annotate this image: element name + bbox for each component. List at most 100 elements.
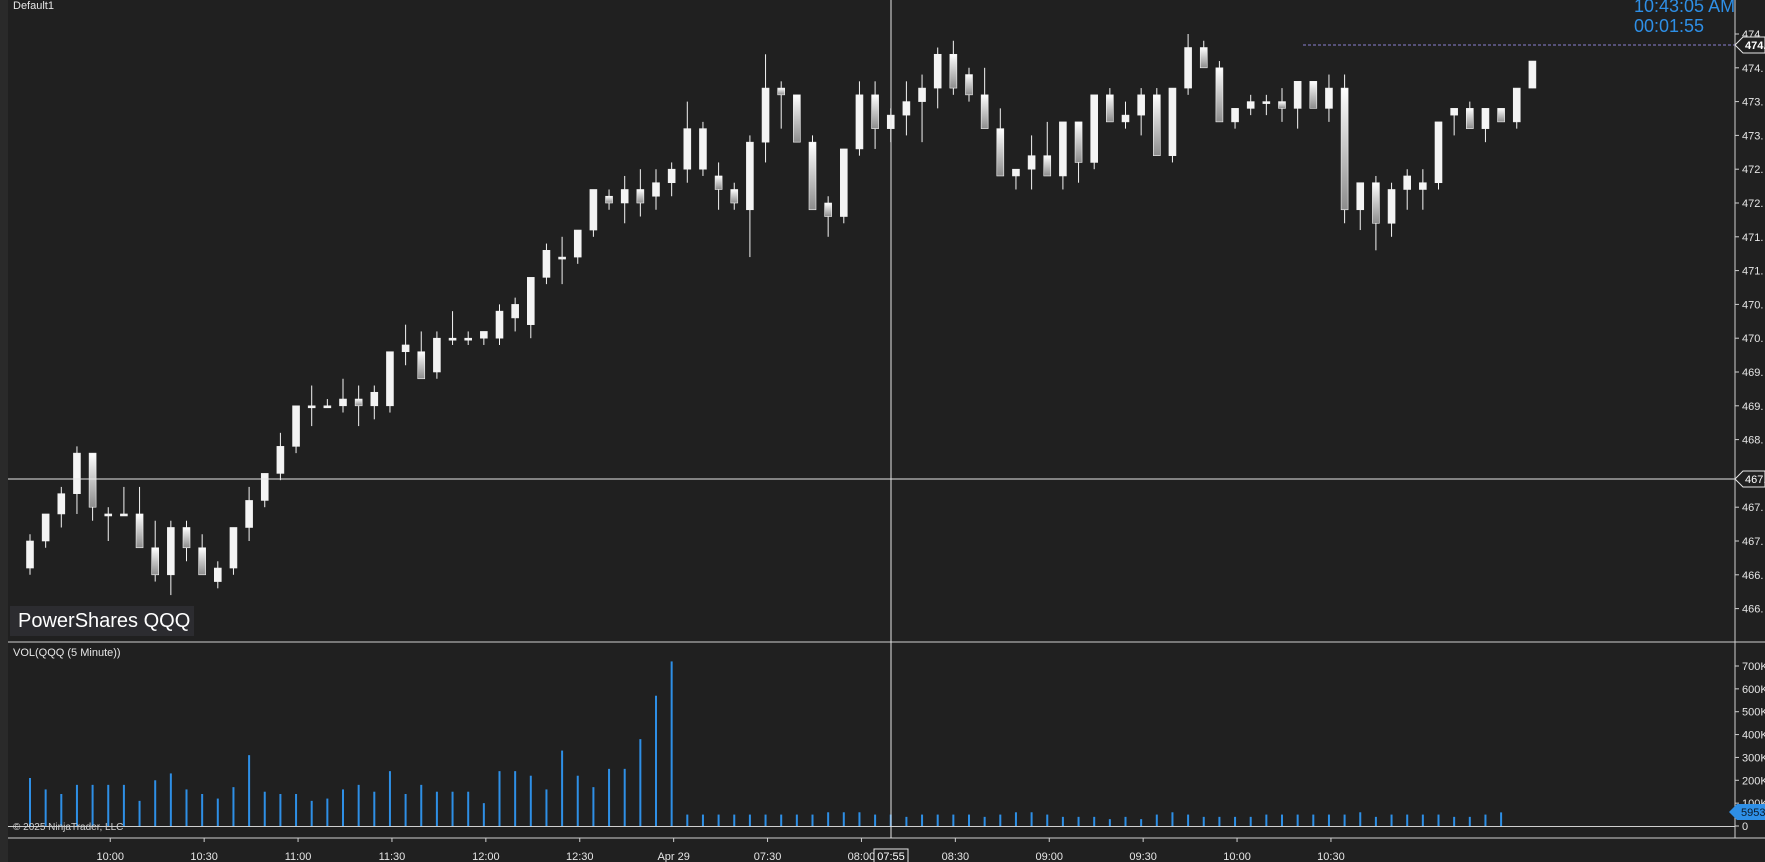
volume-bars [29, 661, 1503, 826]
candle-body [714, 175, 723, 190]
candle-body [808, 141, 817, 211]
candle-body [1090, 94, 1098, 163]
volume-bar [91, 784, 94, 826]
candle-body [949, 53, 958, 89]
candle-body [1278, 101, 1286, 109]
last-price-label: 474. [1745, 40, 1765, 52]
volume-bar [936, 814, 939, 826]
candle-body [761, 87, 770, 143]
candle-body [1121, 114, 1130, 123]
volume-tick-label: 400K [1742, 730, 1765, 742]
time-tick-label: 09:30 [1129, 851, 1157, 862]
candle-body [260, 473, 269, 501]
time-tick-label: 10:30 [190, 851, 218, 862]
candle-body [871, 94, 879, 129]
volume-bar [514, 771, 517, 826]
volume-bar [1046, 814, 1049, 826]
candlestick-series [26, 34, 1537, 596]
candle-body [433, 337, 441, 373]
volume-bar [576, 775, 579, 826]
volume-bar [639, 739, 642, 826]
candle-body [120, 513, 128, 517]
candle-body [1325, 87, 1333, 109]
volume-bar [795, 814, 798, 826]
volume-tick-label: 500K [1742, 707, 1765, 719]
volume-bar [1296, 814, 1299, 826]
volume-bar [357, 784, 360, 826]
volume-bar [655, 695, 657, 826]
volume-bar [248, 755, 251, 826]
bar-countdown: 00:01:55 [1634, 16, 1704, 36]
candle-body [57, 493, 66, 515]
volume-tick-label: 200K [1742, 775, 1765, 787]
candle-body [1184, 47, 1192, 89]
volume-bar [388, 771, 391, 826]
candle-body [1246, 101, 1255, 109]
instrument-label: PowerShares QQQ [18, 610, 190, 632]
candle-body [667, 168, 676, 184]
volume-bar [1093, 816, 1096, 826]
candle-body [1356, 182, 1365, 211]
volume-bar [1374, 816, 1377, 826]
candle-body [746, 141, 754, 211]
volume-bar [342, 789, 344, 826]
volume-bar [1077, 816, 1080, 826]
volume-bar [498, 771, 501, 826]
candle-body [167, 527, 175, 576]
volume-bar [623, 768, 626, 826]
volume-bar [780, 814, 783, 826]
volume-bar [1140, 819, 1143, 826]
price-axis-ticks: 474. 474. 473. 473. 472. 472. 471. 471. 470. 470.… [1735, 29, 1763, 616]
volume-bar [608, 768, 611, 826]
tab-label[interactable]: Default1 [13, 0, 54, 12]
volume-bar [701, 814, 704, 826]
volume-bar [60, 794, 63, 826]
price-tick-label: 473. [1742, 130, 1763, 142]
candle-body [1168, 87, 1177, 156]
volume-bar [686, 814, 689, 826]
candle-body [1074, 121, 1083, 163]
candle-body [1372, 182, 1380, 224]
candle-body [198, 547, 206, 576]
clock-time: 10:43:05 AM [1634, 0, 1735, 16]
crosshair-time-label: 07:55 [877, 851, 905, 862]
volume-bar [1390, 814, 1393, 826]
candle-body [1387, 189, 1396, 224]
candle-body [26, 540, 34, 569]
candle-body [417, 351, 426, 380]
volume-bar [983, 816, 986, 826]
candle-body [135, 513, 144, 549]
volume-bar [75, 784, 78, 826]
candle-body [1231, 108, 1239, 123]
candle-body [401, 344, 410, 353]
candle-body [918, 87, 926, 102]
volume-bar [1312, 814, 1315, 826]
volume-bar [122, 784, 125, 826]
candle-body [542, 250, 551, 278]
time-tick-label: 07:30 [754, 851, 782, 862]
candle-body [636, 189, 645, 204]
price-tick-label: 470. [1742, 299, 1763, 311]
last-price-marker: 474. [1734, 36, 1765, 54]
candle-body [1497, 108, 1505, 123]
volume-bar [451, 791, 454, 826]
candle-body [1137, 94, 1145, 116]
candle-body [354, 398, 363, 407]
volume-bar [1281, 814, 1283, 826]
crosshair-price-marker: 467.5 [1734, 470, 1765, 488]
time-tick-label: 10:30 [1317, 851, 1345, 862]
instrument-label-box: PowerShares QQQ [10, 606, 194, 636]
price-tick-label: 466. [1742, 604, 1763, 616]
candle-body [839, 148, 848, 217]
volume-bar [467, 791, 470, 826]
crosshair-price-label: 467.5 [1745, 474, 1765, 486]
volume-bar [1124, 816, 1127, 826]
candle-body [1403, 175, 1411, 190]
volume-bar [373, 791, 376, 826]
candle-body [605, 195, 613, 204]
candle-body [151, 547, 159, 576]
candle-body [182, 527, 191, 549]
candle-body [370, 391, 379, 407]
candle-body [620, 189, 629, 204]
